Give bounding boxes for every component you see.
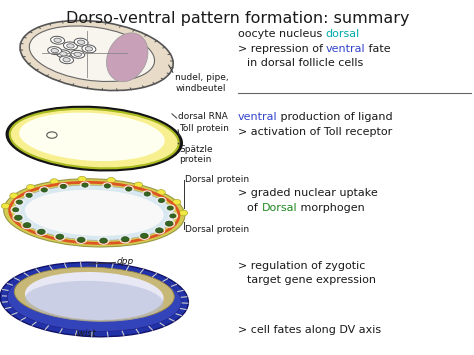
Ellipse shape: [25, 272, 164, 320]
Ellipse shape: [77, 40, 85, 44]
Text: fate: fate: [365, 44, 391, 55]
Ellipse shape: [56, 50, 71, 58]
Text: Toll protein: Toll protein: [179, 124, 229, 133]
Text: > repression of: > repression of: [238, 44, 327, 55]
Text: twist: twist: [74, 329, 96, 338]
Text: nudel, pipe,
windbeutel: nudel, pipe, windbeutel: [175, 73, 229, 93]
Ellipse shape: [29, 26, 155, 82]
Ellipse shape: [82, 183, 88, 187]
Ellipse shape: [17, 200, 23, 204]
Ellipse shape: [121, 237, 129, 242]
Ellipse shape: [107, 33, 148, 82]
Ellipse shape: [179, 210, 188, 216]
Ellipse shape: [60, 56, 73, 64]
Text: > activation of Toll receptor: > activation of Toll receptor: [238, 126, 392, 137]
Ellipse shape: [170, 214, 176, 218]
Ellipse shape: [10, 109, 179, 168]
Ellipse shape: [41, 188, 47, 192]
Ellipse shape: [157, 190, 165, 195]
Text: Spätzle
protein: Spätzle protein: [179, 144, 213, 164]
Ellipse shape: [13, 208, 19, 212]
Ellipse shape: [6, 106, 182, 171]
Ellipse shape: [167, 206, 173, 210]
Text: Dorsal: Dorsal: [262, 203, 297, 213]
Ellipse shape: [155, 228, 163, 233]
Text: > cell fates along DV axis: > cell fates along DV axis: [238, 325, 381, 335]
Ellipse shape: [14, 267, 174, 321]
Ellipse shape: [37, 229, 45, 234]
Text: morphogen: morphogen: [297, 203, 365, 213]
Text: production of ligand: production of ligand: [277, 113, 393, 122]
Text: Dorsal protein: Dorsal protein: [185, 175, 249, 185]
Ellipse shape: [15, 215, 22, 220]
Ellipse shape: [158, 198, 164, 203]
Ellipse shape: [107, 178, 115, 183]
Ellipse shape: [14, 185, 174, 240]
Text: > graded nuclear uptake: > graded nuclear uptake: [238, 189, 378, 198]
Ellipse shape: [60, 52, 67, 56]
Ellipse shape: [64, 42, 77, 50]
Ellipse shape: [140, 233, 148, 238]
Text: ventral: ventral: [326, 44, 365, 55]
Ellipse shape: [51, 49, 58, 53]
Ellipse shape: [50, 179, 58, 185]
Ellipse shape: [82, 45, 96, 53]
Ellipse shape: [134, 182, 143, 188]
Text: > regulation of zygotic: > regulation of zygotic: [238, 261, 365, 271]
Ellipse shape: [67, 44, 74, 48]
Ellipse shape: [126, 187, 132, 191]
Ellipse shape: [77, 237, 85, 242]
Ellipse shape: [71, 50, 85, 58]
Text: target gene expression: target gene expression: [247, 275, 376, 285]
Text: dpp: dpp: [117, 257, 134, 266]
Ellipse shape: [165, 221, 173, 226]
Ellipse shape: [4, 179, 185, 247]
Ellipse shape: [20, 21, 173, 91]
Ellipse shape: [9, 193, 18, 198]
Ellipse shape: [56, 234, 64, 239]
Ellipse shape: [0, 262, 188, 337]
Ellipse shape: [51, 36, 64, 44]
Text: of: of: [247, 203, 262, 213]
Ellipse shape: [100, 238, 107, 243]
Ellipse shape: [48, 47, 62, 55]
Ellipse shape: [173, 200, 181, 205]
Ellipse shape: [63, 58, 70, 62]
Ellipse shape: [74, 52, 82, 56]
Ellipse shape: [54, 38, 61, 42]
Text: Dorso-ventral pattern formation: summary: Dorso-ventral pattern formation: summary: [66, 11, 410, 26]
Text: oocyte nucleus: oocyte nucleus: [238, 29, 326, 39]
Text: dorsal RNA: dorsal RNA: [178, 112, 228, 121]
Text: Dorsal protein: Dorsal protein: [185, 225, 249, 234]
Ellipse shape: [1, 203, 10, 209]
Ellipse shape: [144, 192, 150, 196]
Ellipse shape: [19, 113, 164, 161]
Ellipse shape: [104, 184, 110, 188]
Ellipse shape: [25, 281, 164, 322]
Ellipse shape: [26, 193, 32, 197]
Ellipse shape: [85, 47, 92, 51]
Text: dorsal: dorsal: [325, 29, 359, 39]
Text: in dorsal follicle cells: in dorsal follicle cells: [247, 58, 364, 67]
Ellipse shape: [60, 185, 66, 189]
Ellipse shape: [78, 176, 86, 182]
Ellipse shape: [74, 38, 88, 46]
Text: ventral: ventral: [238, 113, 277, 122]
Ellipse shape: [7, 268, 181, 332]
Ellipse shape: [27, 185, 35, 190]
Ellipse shape: [23, 223, 31, 228]
Ellipse shape: [25, 190, 164, 236]
